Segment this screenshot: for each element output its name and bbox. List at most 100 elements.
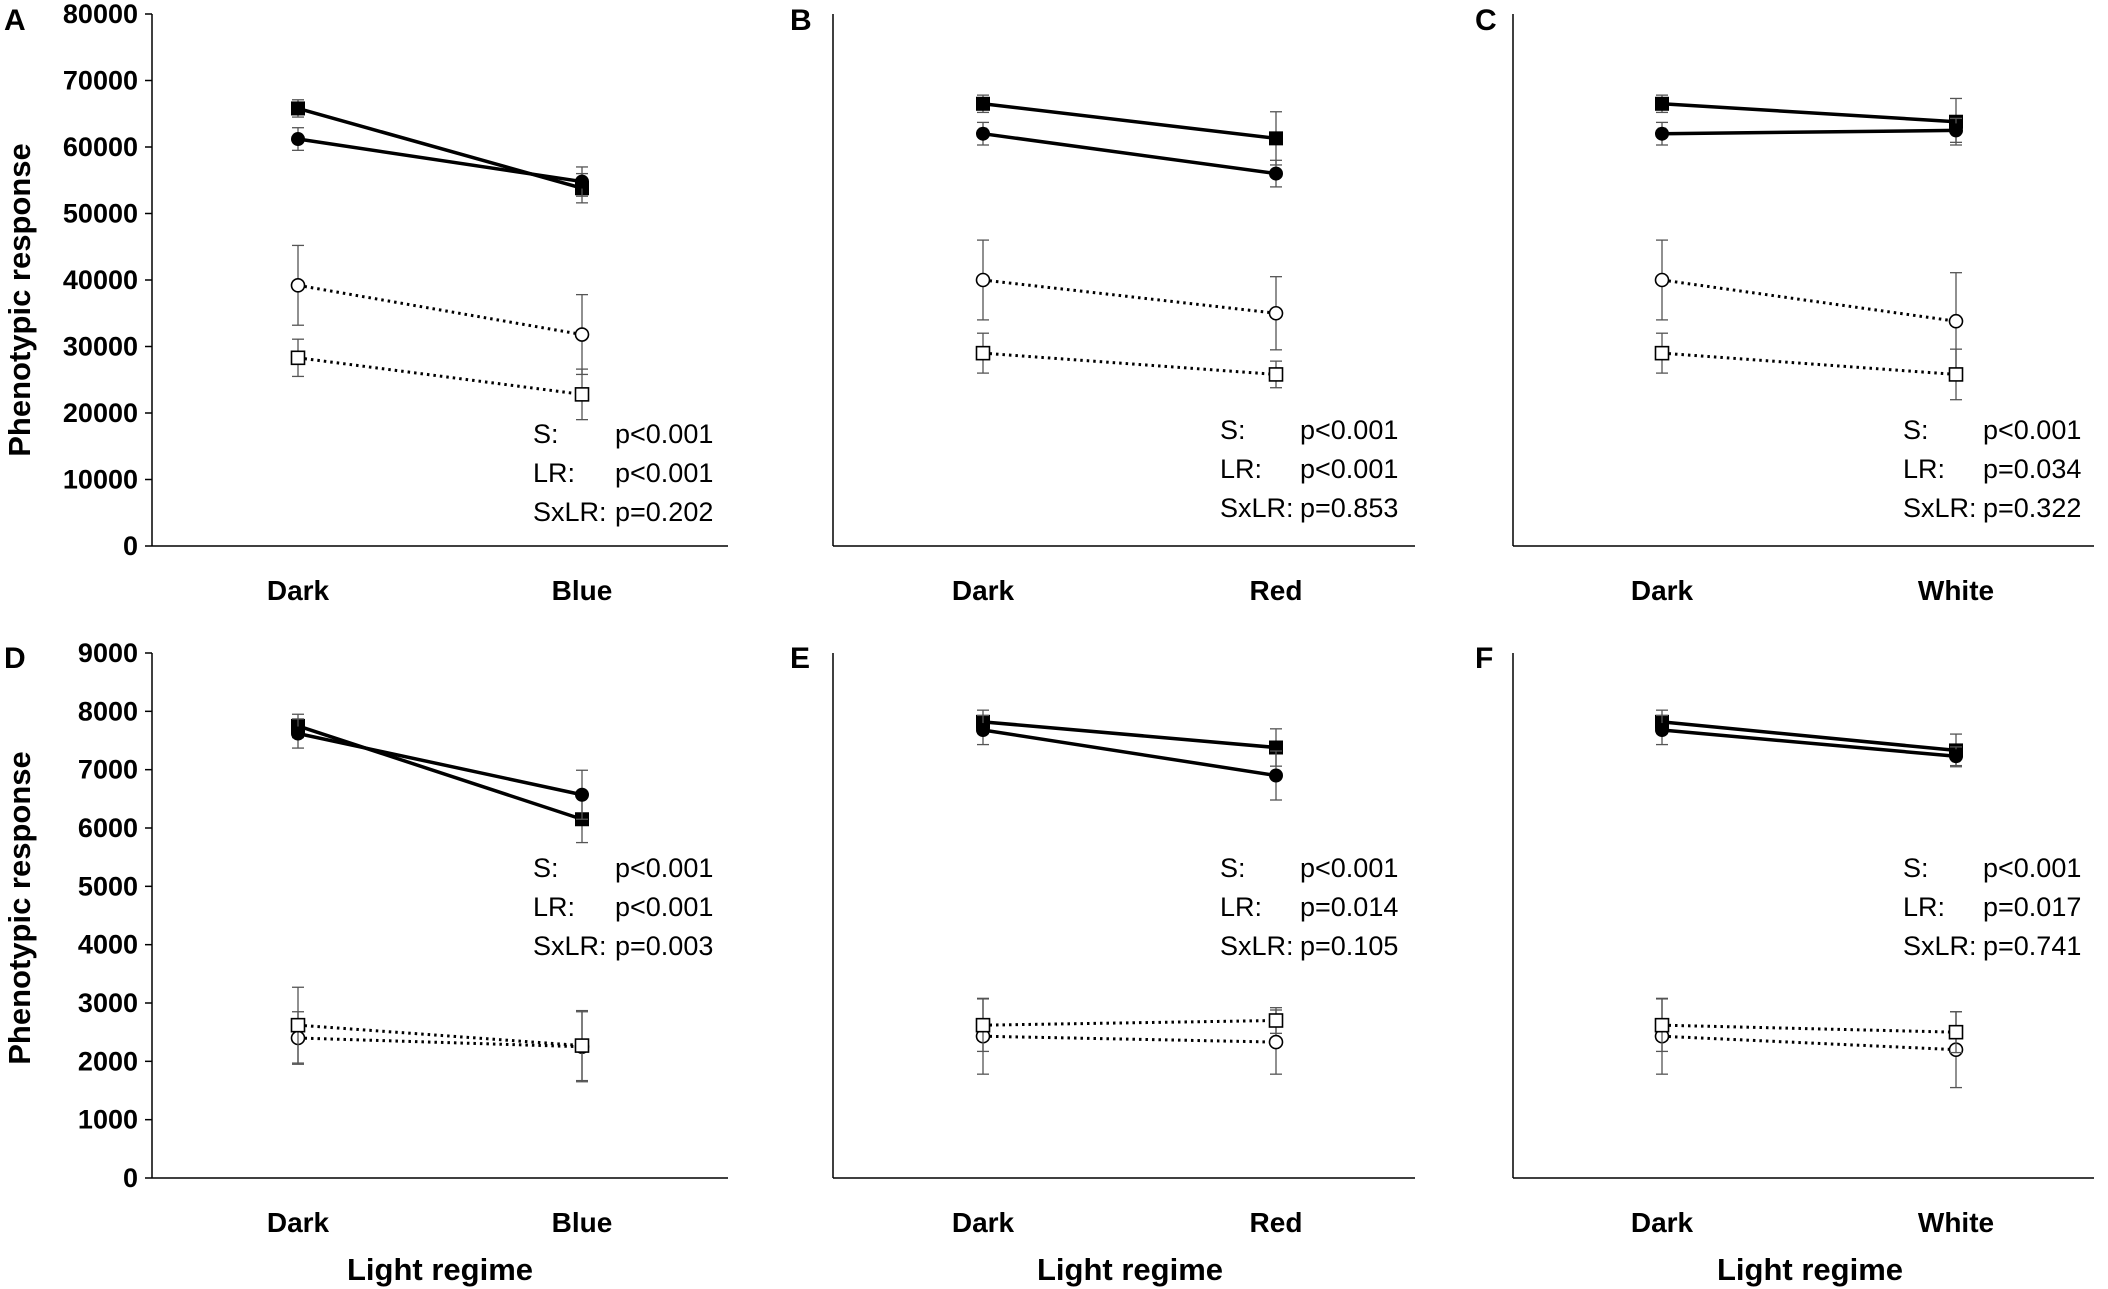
data-point-filled-square: [1269, 131, 1283, 146]
x-axis-title-panel-d: Light regime: [347, 1252, 533, 1287]
stat-label-a: LR:: [533, 458, 575, 488]
stat-value-d: p<0.001: [615, 853, 713, 883]
series-open-circle-d: [290, 1011, 590, 1083]
series-line-filled-circle: [982, 728, 1277, 778]
y-tick-label-d: 0: [123, 1163, 138, 1193]
y-tick-label-a: 50000: [63, 199, 138, 229]
stat-value-c: p=0.322: [1983, 493, 2081, 523]
data-point-filled-circle: [575, 174, 589, 189]
y-axis-title-top: Phenotypic response: [2, 143, 37, 457]
stat-label-b: S:: [1220, 415, 1246, 445]
stat-value-b: p=0.853: [1300, 493, 1398, 523]
series-line-open-circle: [297, 1036, 583, 1049]
series-open-square-e: [975, 998, 1284, 1053]
panel-d: D 0 1000 2000 3000 4000 5000 6000 7000 8000 9000 Da…: [4, 638, 728, 1238]
data-point-open-square: [574, 1038, 590, 1053]
data-point-open-circle: [1948, 313, 1964, 329]
stat-value-b: p<0.001: [1300, 415, 1398, 445]
data-point-open-square: [574, 387, 590, 402]
series-line-open-circle: [1661, 1034, 1957, 1052]
series-line-open-circle: [1661, 278, 1957, 323]
y-tick-label-d: 5000: [78, 871, 138, 901]
stat-value-a: p<0.001: [615, 419, 713, 449]
data-point-filled-circle: [1269, 166, 1283, 181]
stat-value-f: p<0.001: [1983, 853, 2081, 883]
series-filled-circle-c: [1655, 117, 1963, 146]
category-label-e: Dark: [952, 1207, 1015, 1238]
data-point-filled-circle: [1949, 123, 1963, 138]
series-filled-circle-b: [976, 121, 1283, 188]
series-open-square-a: [290, 338, 590, 421]
stat-value-a: p<0.001: [615, 458, 713, 488]
stat-label-c: SxLR:: [1903, 493, 1977, 523]
stat-label-a: S:: [533, 419, 559, 449]
series-open-circle-c: [1654, 239, 1964, 371]
series-filled-square-f: [1655, 709, 1963, 768]
data-point-open-square: [1948, 367, 1964, 382]
y-tick-label-a: 0: [123, 531, 138, 561]
stat-label-e: LR:: [1220, 892, 1262, 922]
series-line-filled-square: [982, 720, 1277, 750]
data-point-filled-circle: [1949, 749, 1963, 764]
stat-value-c: p<0.001: [1983, 415, 2081, 445]
series-filled-circle-d: [291, 718, 589, 820]
stat-value-e: p=0.105: [1300, 931, 1398, 961]
x-axis-title-panel-f: Light regime: [1717, 1252, 1903, 1287]
series-line-open-square: [1661, 1023, 1957, 1034]
y-tick-label-d: 3000: [78, 988, 138, 1018]
data-point-open-square: [1654, 345, 1670, 361]
stat-label-d: LR:: [533, 892, 575, 922]
stat-value-a: p=0.202: [615, 497, 713, 527]
data-point-filled-square: [976, 96, 990, 111]
data-point-open-square: [975, 345, 991, 361]
series-line-filled-square: [1661, 720, 1957, 753]
category-label-e: Red: [1250, 1207, 1303, 1238]
series-filled-square-b: [976, 94, 1283, 166]
stat-label-b: SxLR:: [1220, 493, 1294, 523]
y-tick-label-d: 7000: [78, 755, 138, 785]
category-label-c: White: [1918, 575, 1994, 606]
data-point-filled-circle: [1655, 126, 1669, 141]
series-filled-circle-a: [291, 127, 589, 197]
data-point-filled-circle: [575, 787, 589, 802]
data-point-open-circle: [290, 278, 306, 293]
category-label-b: Red: [1250, 575, 1303, 606]
series-line-filled-circle: [297, 731, 583, 797]
data-point-filled-square: [1655, 96, 1669, 111]
series-open-circle-e: [975, 997, 1284, 1075]
stat-label-c: LR:: [1903, 454, 1945, 484]
series-filled-square-a: [291, 99, 589, 204]
category-label-f: Dark: [1631, 1207, 1694, 1238]
series-open-square-d: [290, 986, 590, 1082]
series-line-open-circle: [982, 278, 1277, 315]
stat-label-d: S:: [533, 853, 559, 883]
series-filled-circle-f: [1655, 714, 1963, 767]
data-point-filled-circle: [291, 726, 305, 741]
series-filled-circle-e: [976, 714, 1283, 801]
series-open-circle-b: [975, 239, 1284, 351]
series-open-circle-f: [1654, 997, 1964, 1089]
stat-value-f: p=0.741: [1983, 931, 2081, 961]
data-point-open-square: [1948, 1024, 1964, 1040]
panel-label-b: B: [790, 4, 812, 37]
data-point-open-circle: [1268, 305, 1284, 321]
series-line-filled-square: [1661, 102, 1957, 124]
stat-value-e: p=0.014: [1300, 892, 1398, 922]
category-label-c: Dark: [1631, 575, 1694, 606]
y-tick-label-d: 1000: [78, 1105, 138, 1135]
data-point-filled-circle: [976, 723, 990, 737]
data-point-open-circle: [574, 327, 590, 342]
category-label-d: Dark: [267, 1207, 330, 1238]
series-line-filled-circle: [1661, 728, 1957, 758]
series-open-square-b: [975, 332, 1284, 389]
stat-value-d: p<0.001: [615, 892, 713, 922]
series-line-filled-circle: [1661, 128, 1957, 136]
series-filled-square-e: [976, 709, 1283, 767]
x-axis-title-panel-e: Light regime: [1037, 1252, 1223, 1287]
series-line-open-square: [1661, 351, 1957, 376]
